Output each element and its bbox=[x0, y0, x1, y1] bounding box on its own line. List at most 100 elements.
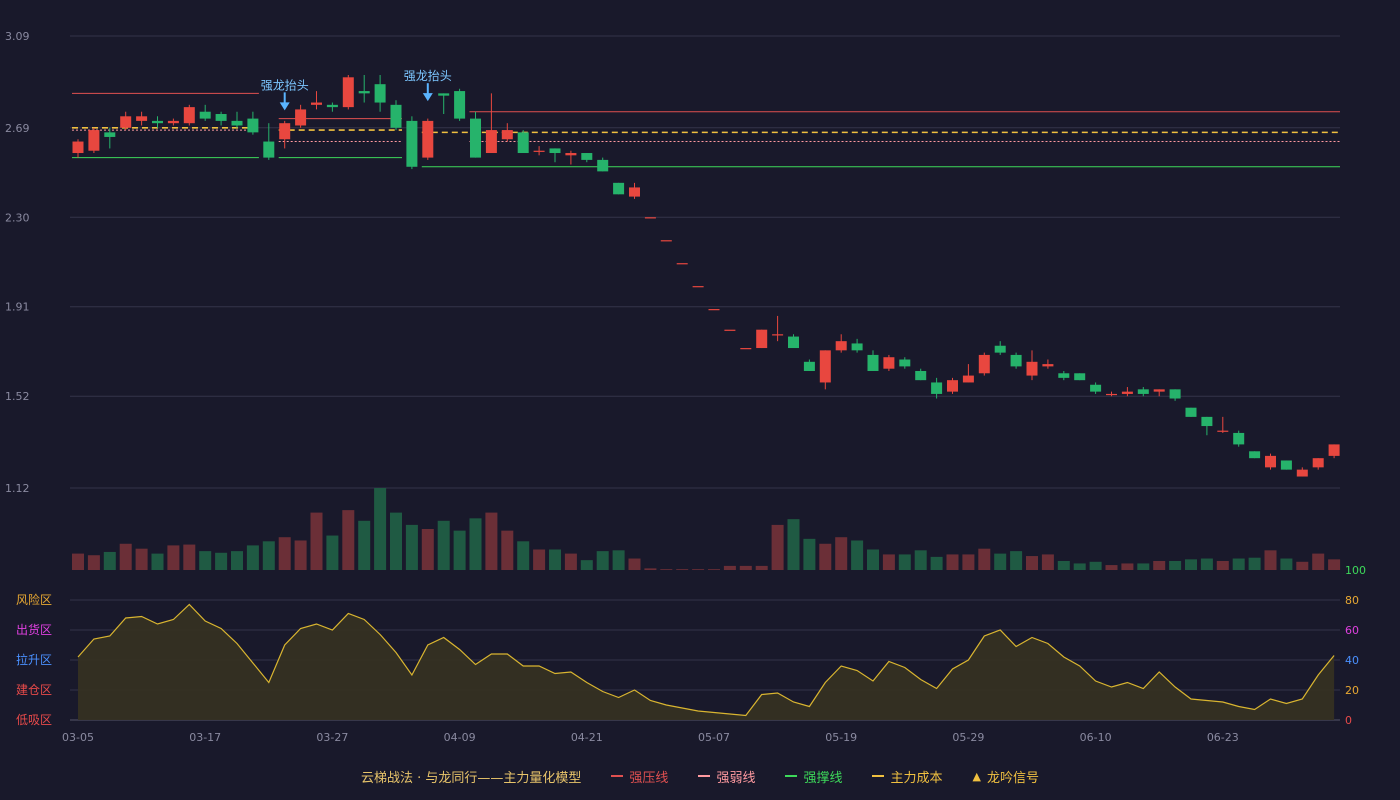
candle-body bbox=[1010, 354, 1022, 367]
volume-bar bbox=[103, 551, 116, 570]
candle-body bbox=[1121, 391, 1133, 394]
candle-body bbox=[72, 141, 84, 154]
legend-model-label: 云梯战法 · 与龙同行——主力量化模型 bbox=[361, 770, 582, 786]
candle-body bbox=[1074, 373, 1086, 381]
signal-label: 强龙抬头 bbox=[261, 78, 309, 92]
indicator-tick-label: 60 bbox=[1345, 624, 1359, 637]
candle-body bbox=[803, 361, 815, 371]
candle-body bbox=[485, 130, 497, 154]
volume-bar bbox=[1280, 558, 1293, 570]
candle-body bbox=[549, 148, 561, 154]
volume-bar bbox=[167, 545, 180, 570]
candle-body bbox=[931, 382, 943, 394]
legend-swatch-support bbox=[785, 775, 798, 777]
x-tick-label: 05-07 bbox=[698, 731, 730, 744]
volume-bar bbox=[628, 558, 641, 570]
candle-body bbox=[1265, 455, 1276, 468]
legend-swatch-pressure bbox=[611, 775, 624, 777]
volume-bar bbox=[72, 553, 84, 570]
candle-body bbox=[1169, 389, 1181, 399]
volume-bar bbox=[835, 537, 848, 570]
volume-bar bbox=[469, 518, 482, 570]
x-tick-label: 06-10 bbox=[1080, 731, 1112, 744]
volume-bar bbox=[374, 488, 387, 570]
volume-bar bbox=[755, 565, 768, 570]
legend-item-pressure: 强压线 bbox=[611, 767, 668, 786]
candle-body bbox=[263, 141, 275, 158]
candle-body bbox=[88, 130, 100, 151]
volume-bar bbox=[517, 541, 530, 570]
price-tick-label: 2.69 bbox=[5, 122, 30, 135]
legend-label-weak: 强弱线 bbox=[716, 770, 756, 786]
volume-bar bbox=[1312, 553, 1325, 570]
volume-bar bbox=[1296, 561, 1309, 570]
candle-body bbox=[994, 345, 1006, 353]
candle-body bbox=[152, 120, 163, 124]
candle-body bbox=[295, 109, 307, 126]
signal-arrow-icon bbox=[279, 102, 290, 111]
volume-bar bbox=[342, 510, 355, 570]
x-tick-label: 05-19 bbox=[825, 731, 857, 744]
volume-bar bbox=[1057, 560, 1070, 570]
x-tick-label: 03-27 bbox=[316, 731, 348, 744]
volume-bar bbox=[612, 550, 625, 570]
candle-body bbox=[724, 329, 736, 331]
volume-bar bbox=[437, 520, 450, 570]
volume-bar bbox=[231, 551, 243, 570]
x-tick-label: 04-21 bbox=[571, 731, 603, 744]
x-tick-label: 05-29 bbox=[952, 731, 984, 744]
indicator-tick-label: 0 bbox=[1345, 714, 1352, 727]
candle-body bbox=[1058, 373, 1070, 378]
candle-body bbox=[947, 380, 958, 392]
candle-body bbox=[358, 91, 370, 94]
candle-body bbox=[390, 104, 402, 128]
volume-bar bbox=[501, 530, 514, 570]
candle-body bbox=[120, 116, 132, 128]
candle-body bbox=[1026, 361, 1038, 376]
legend-item-signal: ▲ 龙吟信号 bbox=[972, 767, 1038, 786]
volume-bar bbox=[1328, 559, 1341, 570]
volume-bar bbox=[580, 560, 593, 570]
candle-body bbox=[215, 114, 227, 121]
volume-bar bbox=[135, 548, 148, 570]
candle-body bbox=[1249, 451, 1261, 459]
price-tick-label: 3.09 bbox=[5, 30, 30, 43]
candle-body bbox=[835, 341, 847, 351]
candle-body bbox=[978, 354, 990, 374]
candle-body bbox=[406, 120, 418, 167]
candle-body bbox=[470, 118, 481, 158]
candle-body bbox=[962, 375, 974, 383]
volume-bar bbox=[994, 553, 1007, 570]
volume-bar bbox=[1185, 559, 1197, 570]
volume-bar bbox=[1200, 558, 1213, 570]
legend-label-pressure: 强压线 bbox=[629, 770, 669, 786]
candle-body bbox=[597, 159, 609, 172]
candle-body bbox=[247, 118, 259, 133]
candle-body bbox=[740, 348, 752, 350]
candle-body bbox=[756, 329, 768, 349]
volume-bar bbox=[1026, 556, 1038, 570]
volume-bar bbox=[262, 541, 275, 570]
level-lines bbox=[72, 92, 1340, 168]
x-tick-label: 03-05 bbox=[62, 731, 94, 744]
x-tick-label: 06-23 bbox=[1207, 731, 1239, 744]
volume-bar bbox=[564, 553, 577, 570]
indicator-tick-label: 40 bbox=[1345, 654, 1359, 667]
legend-item-cost: 主力成本 bbox=[872, 767, 942, 786]
candle-body bbox=[1312, 458, 1324, 468]
volume-bar bbox=[819, 543, 832, 570]
signal-arrow-icon bbox=[422, 93, 433, 102]
volume-bar bbox=[119, 543, 132, 570]
candle-body bbox=[692, 286, 704, 288]
candle-body bbox=[1090, 384, 1102, 392]
candle-body bbox=[279, 123, 291, 140]
price-tick-label: 1.12 bbox=[5, 482, 30, 495]
volume-bar bbox=[787, 519, 800, 570]
candle-body bbox=[438, 93, 450, 96]
volume-bar bbox=[1105, 565, 1118, 570]
volume-bar bbox=[151, 553, 164, 570]
x-tick-label: 04-09 bbox=[444, 731, 476, 744]
indicator-line bbox=[77, 603, 1335, 717]
candle-body bbox=[899, 359, 911, 367]
